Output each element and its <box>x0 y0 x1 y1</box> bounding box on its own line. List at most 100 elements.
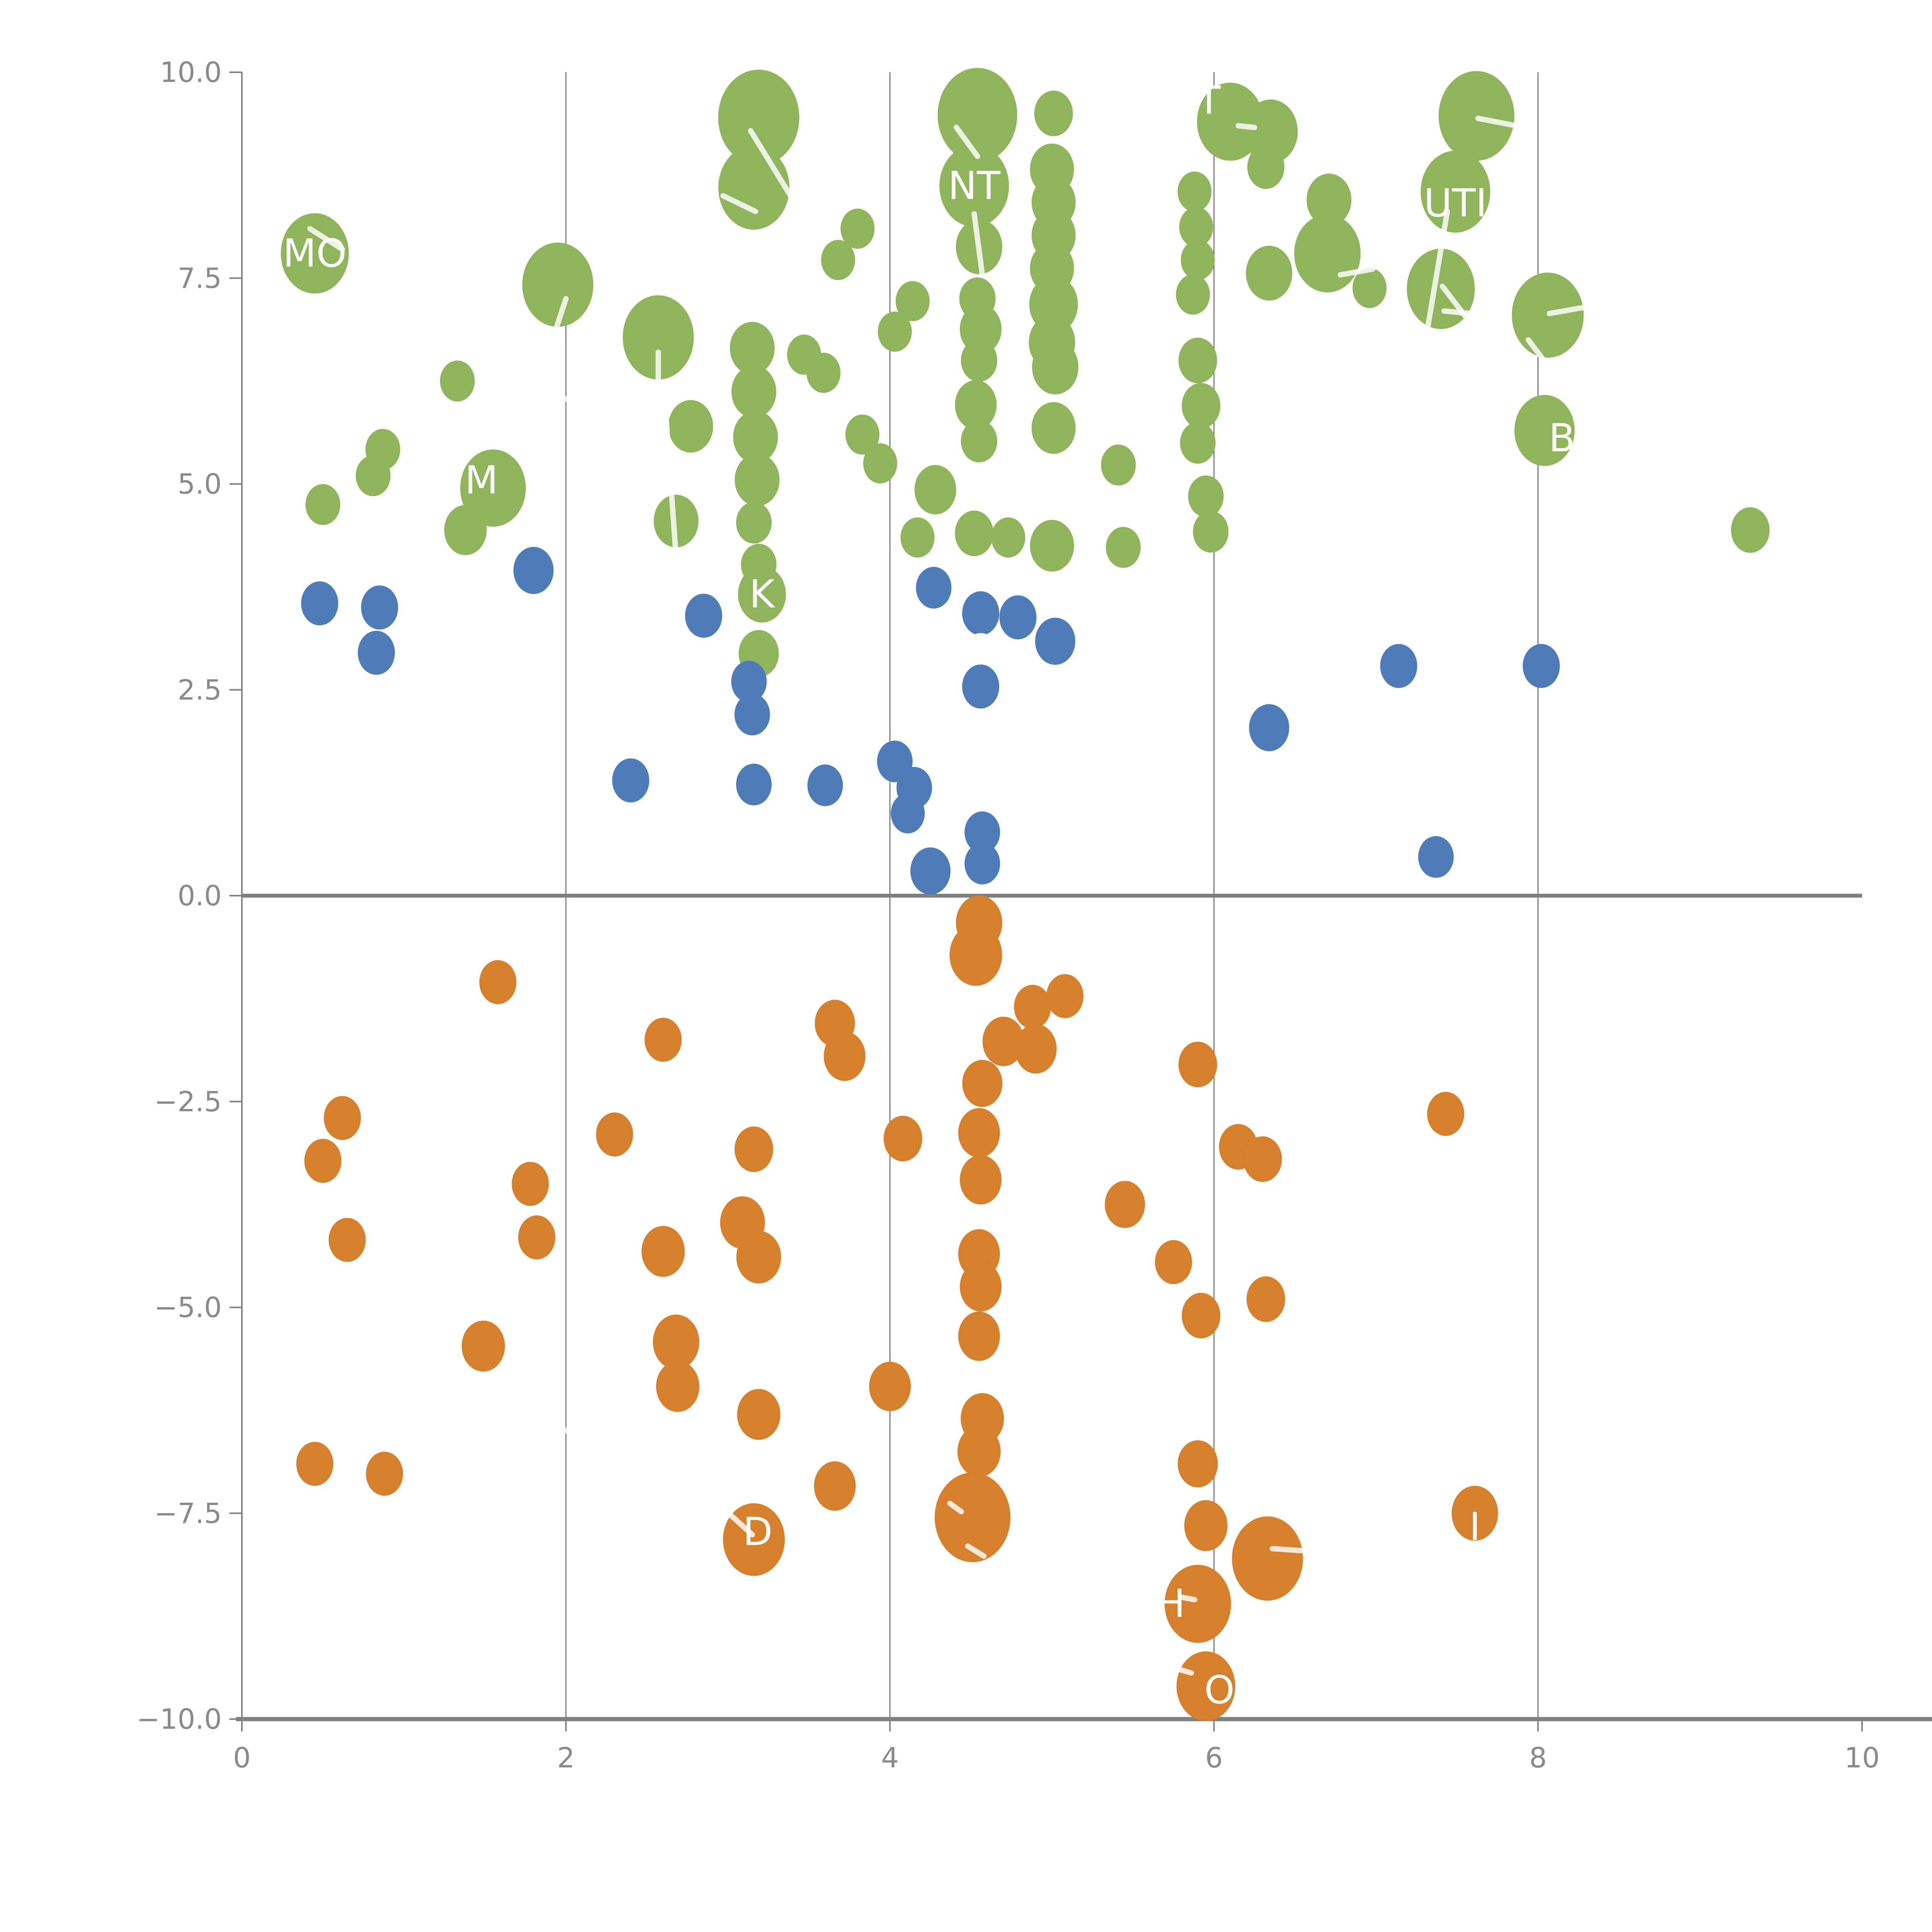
bubble-green[interactable] <box>878 311 912 352</box>
bubble-orange[interactable] <box>1014 985 1051 1029</box>
bubble-green[interactable] <box>1514 395 1575 466</box>
bubble-blue[interactable] <box>612 758 650 803</box>
bubble-orange[interactable] <box>960 1262 1002 1312</box>
bubble-blue[interactable] <box>685 594 722 638</box>
bubble-green[interactable] <box>1179 207 1213 247</box>
bubble-green[interactable] <box>522 242 594 327</box>
bubble-orange[interactable] <box>1178 1041 1217 1087</box>
bubble-orange[interactable] <box>328 1218 366 1262</box>
bubble-orange[interactable] <box>736 1231 781 1284</box>
bubble-green[interactable] <box>736 502 772 544</box>
bubble-green[interactable] <box>955 380 997 430</box>
bubble-green[interactable] <box>281 213 349 294</box>
bubble-green[interactable] <box>730 321 775 374</box>
bubble-green[interactable] <box>1247 145 1284 189</box>
bubble-green[interactable] <box>460 449 526 527</box>
bubble-orange[interactable] <box>737 1389 781 1440</box>
bubble-blue[interactable] <box>962 664 999 709</box>
bubble-blue[interactable] <box>736 764 772 806</box>
bubble-orange[interactable] <box>1243 1136 1282 1182</box>
bubble-orange[interactable] <box>512 1162 549 1206</box>
bubble-blue[interactable] <box>513 547 554 594</box>
bubble-orange[interactable] <box>641 1226 685 1277</box>
bubble-green[interactable] <box>1180 240 1215 280</box>
bubble-green[interactable] <box>937 68 1017 162</box>
bubble-blue[interactable] <box>1418 836 1454 878</box>
bubble-green[interactable] <box>1180 422 1216 464</box>
bubble-green[interactable] <box>961 339 997 382</box>
bubble-orange[interactable] <box>883 1116 922 1162</box>
bubble-orange[interactable] <box>366 1452 403 1496</box>
bubble-green[interactable] <box>1352 268 1387 308</box>
bubble-orange[interactable] <box>653 1315 699 1369</box>
bubble-blue[interactable] <box>734 694 770 736</box>
bubble-green[interactable] <box>1176 274 1210 315</box>
bubble-orange[interactable] <box>982 1017 1024 1066</box>
bubble-green[interactable] <box>806 352 841 393</box>
bubble-green[interactable] <box>863 443 897 484</box>
bubble-green[interactable] <box>735 453 780 506</box>
bubble-orange[interactable] <box>1164 1565 1231 1643</box>
bubble-blue[interactable] <box>964 842 1000 884</box>
bubble-orange[interactable] <box>1184 1500 1228 1551</box>
bubble-orange[interactable] <box>645 1017 682 1062</box>
bubble-blue[interactable] <box>731 660 767 702</box>
bubble-orange[interactable] <box>1427 1092 1464 1136</box>
bubble-orange[interactable] <box>949 924 1002 986</box>
bubble-blue[interactable] <box>1522 644 1560 688</box>
bubble-orange[interactable] <box>814 1461 856 1511</box>
bubble-green[interactable] <box>622 295 694 380</box>
bubble-orange[interactable] <box>1177 1440 1218 1488</box>
bubble-green[interactable] <box>821 240 855 280</box>
bubble-blue[interactable] <box>301 581 338 626</box>
bubble-green[interactable] <box>1193 511 1229 553</box>
bubble-blue[interactable] <box>361 585 398 630</box>
bubble-green[interactable] <box>991 517 1026 558</box>
bubble-green[interactable] <box>1178 337 1217 383</box>
bubble-orange[interactable] <box>1015 1024 1057 1074</box>
bubble-green[interactable] <box>1188 475 1224 517</box>
bubble-orange[interactable] <box>869 1362 911 1412</box>
bubble-blue[interactable] <box>1380 644 1417 688</box>
bubble-orange[interactable] <box>1182 1293 1221 1338</box>
bubble-green[interactable] <box>738 566 786 623</box>
bubble-green[interactable] <box>914 465 956 515</box>
bubble-orange[interactable] <box>1176 1651 1235 1721</box>
bubble-blue[interactable] <box>896 767 932 809</box>
bubble-green[interactable] <box>1177 172 1212 212</box>
bubble-orange[interactable] <box>962 1060 1003 1107</box>
bubble-green[interactable] <box>1420 151 1490 233</box>
bubble-blue[interactable] <box>910 847 951 895</box>
bubble-green[interactable] <box>961 420 997 463</box>
bubble-green[interactable] <box>1034 90 1073 136</box>
bubble-orange[interactable] <box>304 1139 342 1183</box>
bubble-green[interactable] <box>1106 527 1141 568</box>
bubble-orange[interactable] <box>735 1126 773 1172</box>
bubble-blue[interactable] <box>807 764 843 806</box>
bubble-orange[interactable] <box>958 1311 1000 1361</box>
bubble-orange[interactable] <box>596 1112 633 1156</box>
bubble-green[interactable] <box>718 70 799 166</box>
bubble-orange[interactable] <box>324 1096 361 1140</box>
bubble-green[interactable] <box>733 411 778 463</box>
bubble-green[interactable] <box>939 145 1009 227</box>
bubble-green[interactable] <box>1439 71 1515 161</box>
bubble-orange[interactable] <box>960 1155 1002 1205</box>
bubble-blue[interactable] <box>1035 617 1075 665</box>
bubble-green[interactable] <box>1246 246 1293 301</box>
bubble-blue[interactable] <box>962 591 999 636</box>
bubble-green[interactable] <box>731 365 776 418</box>
bubble-green[interactable] <box>440 361 475 402</box>
bubble-orange[interactable] <box>1155 1240 1192 1284</box>
bubble-green[interactable] <box>1101 444 1136 486</box>
bubble-green[interactable] <box>1731 507 1770 553</box>
bubble-orange[interactable] <box>1105 1181 1145 1228</box>
bubble-orange[interactable] <box>479 960 517 1004</box>
bubble-green[interactable] <box>365 429 400 470</box>
bubble-green[interactable] <box>1031 402 1076 454</box>
bubble-green[interactable] <box>955 510 994 556</box>
bubble-green[interactable] <box>840 208 875 249</box>
bubble-green[interactable] <box>1182 383 1221 429</box>
bubble-orange[interactable] <box>1247 1276 1285 1322</box>
bubble-blue[interactable] <box>916 567 952 609</box>
